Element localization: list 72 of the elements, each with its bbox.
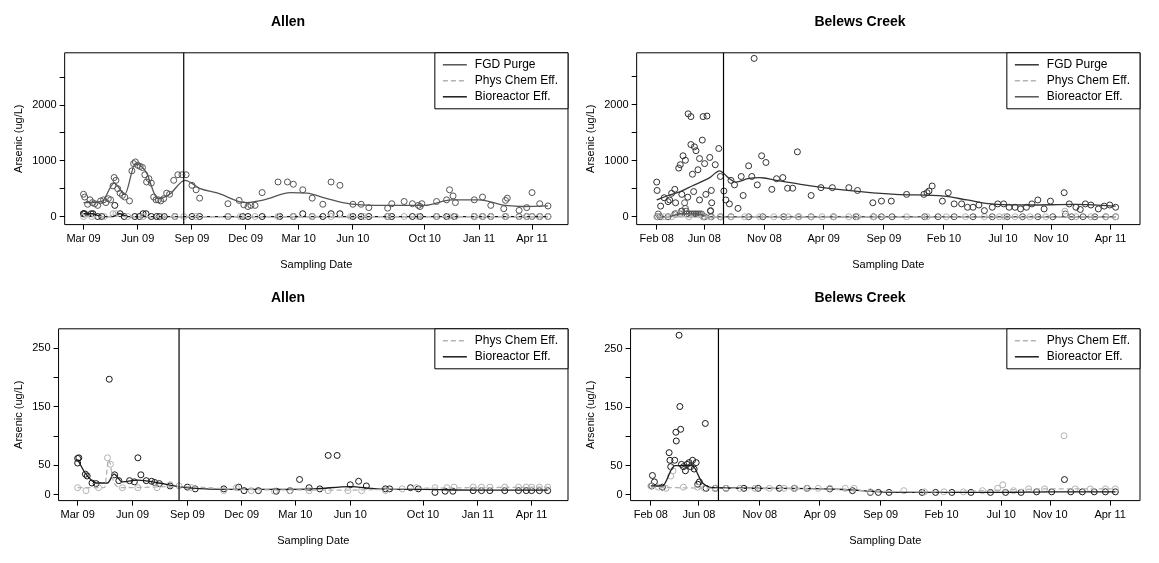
x-tick-label: Mar 10	[281, 232, 316, 245]
x-tick-label: Oct 10	[406, 508, 440, 521]
x-tick-label: Apr 11	[516, 232, 548, 245]
chart-title: Allen	[270, 13, 306, 30]
x-tick-label: Jun 08	[687, 232, 721, 245]
legend-label: FGD Purge	[1046, 57, 1108, 72]
x-tick-label: Dec 09	[224, 508, 260, 521]
y-axis-title: Arsenic (ug/L)	[583, 380, 596, 449]
x-tick-label: Jun 10	[333, 508, 367, 521]
y-axis-title: Arsenic (ug/L)	[583, 104, 596, 173]
x-tick-label: Sep 09	[866, 232, 902, 245]
legend-label: Bioreactor Eff.	[1046, 349, 1123, 364]
y-tick-label: 1000	[32, 153, 57, 166]
y-tick-label: 0	[44, 487, 51, 500]
x-tick-label: Jul 10	[986, 508, 1016, 521]
chart-title: Belews Creek	[814, 13, 906, 30]
x-tick-label: Nov 10	[1033, 232, 1069, 245]
legend-label: Phys Chem Eff.	[1046, 333, 1131, 348]
legend-label: FGD Purge	[474, 57, 536, 72]
y-tick-label: 50	[610, 458, 623, 471]
y-tick-label: 0	[50, 209, 57, 222]
y-tick-label: 250	[604, 341, 623, 354]
x-tick-label: Feb 08	[639, 232, 674, 245]
legend-label: Phys Chem Eff.	[474, 73, 559, 88]
legend-label: Bioreactor Eff.	[474, 349, 551, 364]
x-tick-label: Oct 10	[408, 232, 441, 245]
x-tick-label: Dec 09	[228, 232, 264, 245]
chart-title: Allen	[270, 289, 306, 306]
x-axis-title: Sampling Date	[277, 534, 350, 547]
x-tick-label: Apr 11	[1094, 508, 1126, 521]
x-axis-title: Sampling Date	[852, 258, 925, 271]
x-tick-label: Feb 10	[926, 232, 962, 245]
x-tick-label: Nov 10	[1032, 508, 1068, 521]
x-tick-label: Feb 10	[924, 508, 959, 521]
y-tick-label: 150	[32, 399, 51, 412]
x-tick-label: Mar 09	[60, 508, 95, 521]
y-tick-label: 1000	[604, 153, 629, 166]
x-tick-label: Nov 08	[742, 508, 778, 521]
x-tick-label: Jan 11	[462, 232, 496, 245]
x-tick-label: Apr 11	[1094, 232, 1127, 245]
x-tick-label: Sep 09	[169, 508, 205, 521]
y-axis-title: Arsenic (ug/L)	[11, 380, 24, 449]
x-tick-label: Apr 09	[803, 508, 837, 521]
x-tick-label: Apr 11	[515, 508, 548, 521]
x-tick-label: Sep 09	[174, 232, 210, 245]
y-tick-label: 250	[32, 341, 51, 354]
x-tick-label: Jun 09	[116, 508, 150, 521]
y-tick-label: 0	[622, 209, 629, 222]
legend-label: Phys Chem Eff.	[1046, 73, 1131, 88]
x-tick-label: Jun 09	[121, 232, 155, 245]
x-tick-label: Feb 08	[633, 508, 668, 521]
x-tick-label: Mar 09	[66, 232, 101, 245]
x-axis-title: Sampling Date	[280, 258, 353, 271]
x-tick-label: Jul 10	[988, 232, 1018, 245]
legend-label: Bioreactor Eff.	[1046, 89, 1123, 104]
x-tick-label: Jun 08	[682, 508, 716, 521]
x-tick-label: Nov 08	[746, 232, 782, 245]
legend-label: Bioreactor Eff.	[474, 89, 551, 104]
legend-label: Phys Chem Eff.	[474, 333, 559, 348]
y-tick-label: 2000	[604, 97, 629, 110]
y-tick-label: 150	[604, 400, 623, 413]
x-tick-label: Jan 11	[461, 508, 495, 521]
chart-title: Belews Creek	[814, 289, 906, 306]
y-tick-label: 2000	[32, 98, 57, 111]
y-axis-title: Arsenic (ug/L)	[11, 104, 24, 173]
y-tick-label: 0	[616, 487, 623, 500]
x-tick-label: Mar 10	[278, 508, 313, 521]
x-axis-title: Sampling Date	[849, 534, 922, 547]
y-tick-label: 50	[38, 458, 51, 471]
x-tick-label: Sep 09	[863, 508, 899, 521]
x-tick-label: Apr 09	[807, 232, 840, 245]
x-tick-label: Jun 10	[336, 232, 370, 245]
